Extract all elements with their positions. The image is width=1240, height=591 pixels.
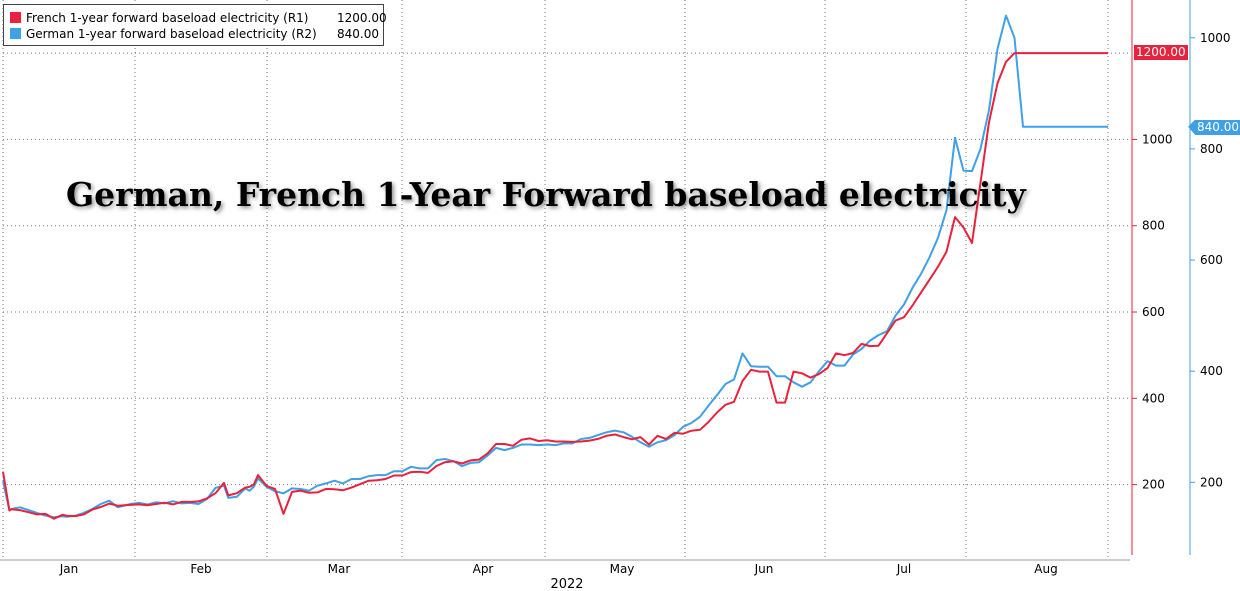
r2-tick-label: 200 [1200, 475, 1223, 489]
legend-item-german: German 1-year forward baseload electrici… [10, 26, 379, 42]
series-line-german [2, 14, 1108, 519]
plot-lines [2, 14, 1108, 520]
legend-swatch-french [10, 12, 21, 23]
legend-swatch-german [10, 28, 21, 39]
legend-value-french: 1200.00 [337, 11, 387, 25]
r1-tick-label: 400 [1142, 391, 1165, 405]
axes: Jan Feb Mar Apr May Jun Jul Aug 200 400 600 800 1000… [0, 0, 1231, 576]
r2-tick-label: 600 [1200, 253, 1223, 267]
x-tick-label: Apr [473, 562, 494, 576]
legend-label-german: German 1-year forward baseload electrici… [26, 27, 317, 41]
legend-label-french: French 1-year forward baseload electrici… [26, 11, 309, 25]
x-tick-label: Aug [1034, 562, 1057, 576]
x-tick-label: Feb [190, 562, 211, 576]
legend-value-german: 840.00 [337, 27, 379, 41]
r1-tick-label: 200 [1142, 478, 1165, 492]
x-tick-label: Jan [59, 562, 79, 576]
chart-legend: French 1-year forward baseload electrici… [3, 4, 387, 46]
last-value-tag-german: 840.00 [1195, 119, 1240, 135]
r1-tick-label: 1000 [1142, 132, 1173, 146]
r1-tick-label: 600 [1142, 305, 1165, 319]
chart-title: German, French 1-Year Forward baseload e… [66, 175, 1026, 214]
gridlines [2, 0, 1130, 560]
series-line-french [2, 52, 1108, 520]
x-axis-year-label: 2022 [550, 577, 583, 591]
x-tick-label: Jun [754, 562, 774, 576]
r2-tick-label: 1000 [1200, 31, 1231, 45]
x-tick-label: May [610, 562, 635, 576]
r1-tick-label: 800 [1142, 219, 1165, 233]
x-tick-label: Mar [328, 562, 351, 576]
r2-tick-label: 800 [1200, 142, 1223, 156]
x-tick-label: Jul [896, 562, 911, 576]
r2-tick-label: 400 [1200, 364, 1223, 378]
r2-value-pointer [1188, 119, 1195, 135]
legend-item-french: French 1-year forward baseload electrici… [10, 10, 387, 26]
last-value-tag-french: 1200.00 [1134, 45, 1188, 61]
